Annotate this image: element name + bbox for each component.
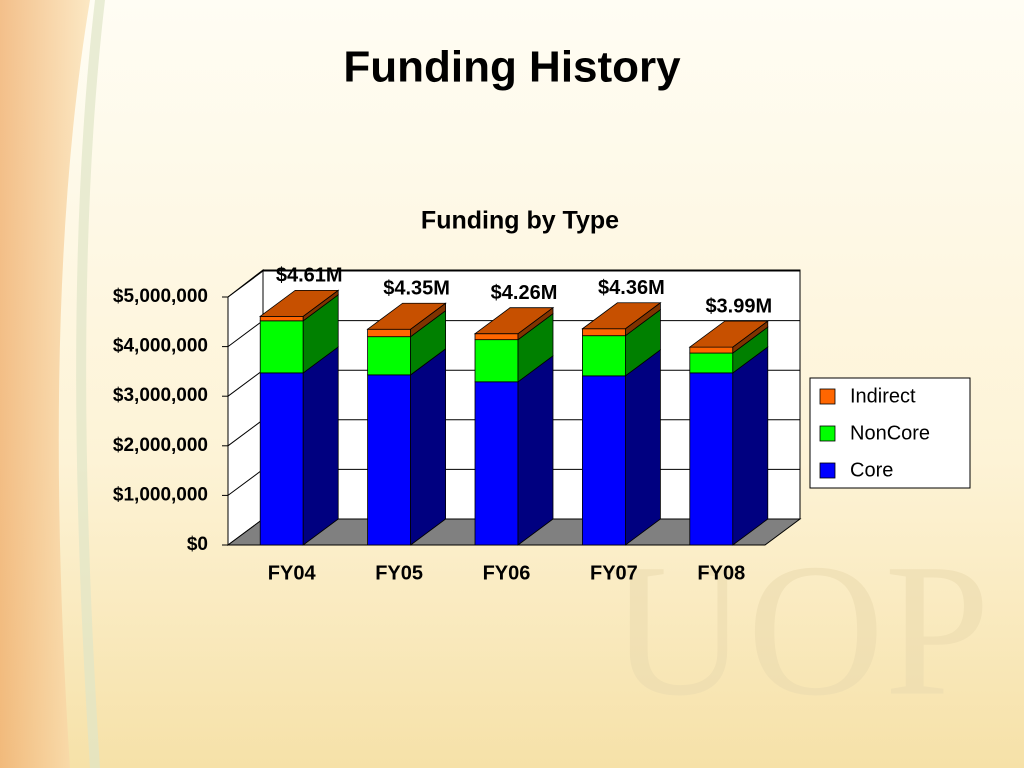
x-tick-label: FY06 bbox=[483, 562, 531, 584]
bar-top bbox=[366, 302, 447, 330]
legend-swatch bbox=[819, 425, 836, 442]
slide-title: Funding History bbox=[343, 43, 681, 92]
bar bbox=[259, 372, 304, 546]
legend-label: Core bbox=[850, 459, 893, 481]
bar bbox=[474, 381, 519, 546]
legend-label: Indirect bbox=[850, 385, 916, 407]
bar bbox=[367, 374, 412, 546]
y-tick-label: $1,000,000 bbox=[113, 484, 208, 505]
bar-top bbox=[581, 302, 662, 330]
bar bbox=[259, 320, 304, 374]
grid-line bbox=[227, 270, 800, 298]
bar bbox=[689, 372, 734, 546]
bar bbox=[259, 315, 304, 322]
legend-swatch bbox=[819, 462, 836, 479]
decor-line bbox=[76, 0, 105, 768]
x-tick-label: FY05 bbox=[375, 562, 423, 584]
y-tick-label: $2,000,000 bbox=[113, 435, 208, 456]
total-label: $3.99M bbox=[705, 295, 772, 317]
bar bbox=[582, 375, 626, 546]
x-tick-label: FY08 bbox=[697, 562, 745, 584]
side-wall bbox=[227, 268, 264, 546]
legend-label: NonCore bbox=[850, 422, 930, 444]
legend bbox=[809, 377, 971, 489]
bar bbox=[689, 346, 734, 354]
bar-top bbox=[688, 320, 770, 348]
y-tick-label: $5,000,000 bbox=[113, 286, 208, 307]
watermark: UOP bbox=[610, 526, 990, 736]
bar bbox=[474, 333, 519, 341]
bar-side bbox=[517, 355, 554, 546]
total-label: $4.36M bbox=[598, 277, 665, 299]
bar-side bbox=[732, 346, 769, 546]
legend-swatch bbox=[819, 388, 836, 405]
chart-title: Funding by Type bbox=[421, 207, 619, 235]
bar bbox=[474, 339, 519, 383]
bar-top bbox=[473, 307, 555, 335]
x-tick-label: FY07 bbox=[590, 562, 638, 584]
bar-top bbox=[258, 289, 340, 317]
x-tick-label: FY04 bbox=[268, 562, 317, 584]
total-label: $4.26M bbox=[491, 282, 558, 304]
total-label: $4.35M bbox=[383, 278, 450, 300]
y-tick-label: $4,000,000 bbox=[113, 336, 208, 357]
bar bbox=[689, 352, 734, 374]
bar-side bbox=[410, 348, 447, 546]
bar bbox=[582, 335, 626, 377]
bar bbox=[367, 328, 412, 338]
y-tick-label: $0 bbox=[187, 534, 208, 555]
bar-side bbox=[625, 349, 661, 546]
y-tick-label: $3,000,000 bbox=[113, 385, 208, 406]
total-label: $4.61M bbox=[276, 265, 343, 287]
bar-side bbox=[302, 346, 339, 546]
decor-stripe bbox=[0, 0, 90, 768]
bar bbox=[582, 328, 626, 337]
bar bbox=[367, 336, 412, 376]
